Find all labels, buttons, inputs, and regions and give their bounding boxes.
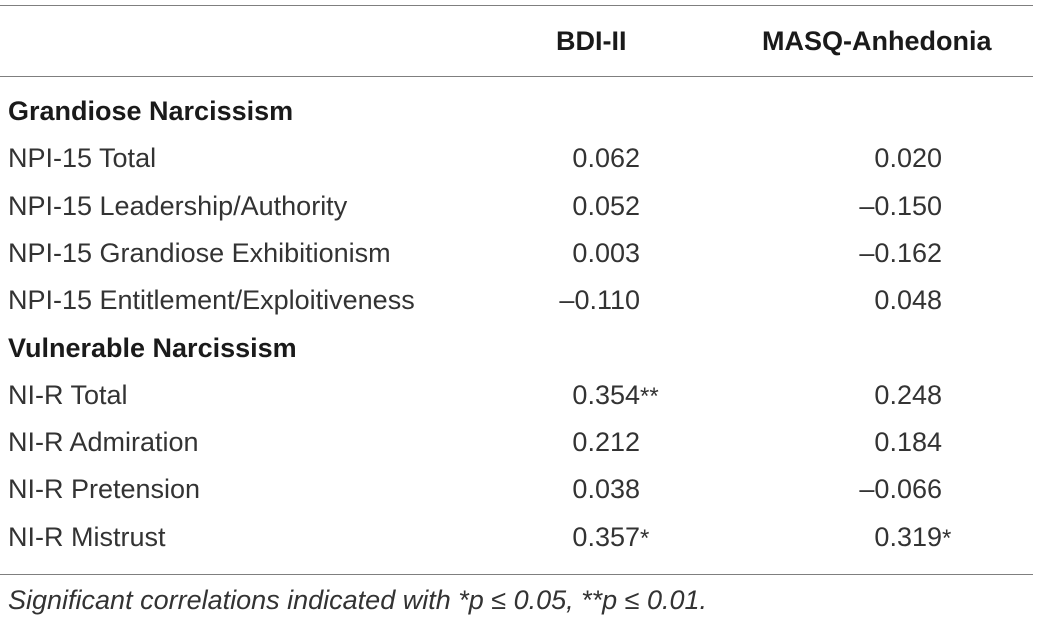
bdi-value-cell: 0.003 (572, 230, 640, 278)
masq-value-cell: –0.066 (859, 466, 942, 514)
masq-value-cell: 0.248 (874, 372, 942, 420)
masq-value: 0.020 (874, 143, 942, 174)
bdi-value-cell: 0.062 (572, 135, 640, 183)
masq-value: 0.319 (874, 521, 942, 552)
bdi-value: 0.354 (572, 379, 640, 410)
section-title: Vulnerable Narcissism (8, 332, 297, 363)
column-header-masq: MASQ-Anhedonia (762, 26, 992, 56)
bdi-value-cell: 0.038 (572, 466, 640, 514)
bdi-value: 0.038 (572, 474, 640, 505)
bdi-value: 0.212 (572, 427, 640, 458)
top-rule (0, 5, 1033, 6)
row-label: NPI-15 Entitlement/Exploitiveness (8, 285, 415, 316)
table-row: NPI-15 Entitlement/Exploitiveness –0.110 0… (0, 277, 1040, 324)
masq-value-cell: –0.162 (859, 230, 942, 278)
masq-value: –0.162 (859, 237, 942, 268)
masq-value: –0.150 (859, 190, 942, 221)
row-label: NI-R Total (8, 379, 128, 410)
row-label: NI-R Pretension (8, 474, 201, 505)
masq-significance-marker: * (942, 524, 952, 552)
table-row: NPI-15 Leadership/Authority 0.052 –0.150 (0, 183, 1040, 230)
row-label: NI-R Mistrust (8, 521, 166, 552)
section-title: Grandiose Narcissism (8, 96, 294, 126)
table-row: NPI-15 Total 0.062 0.020 (0, 135, 1040, 182)
bdi-value-cell: 0.212 (572, 419, 640, 467)
row-label: NI-R Admiration (8, 427, 199, 458)
table-row: NI-R Total 0.354** 0.248 (0, 372, 1040, 419)
bdi-value: 0.357 (572, 521, 640, 552)
header-rule (0, 76, 1033, 77)
row-label: NPI-15 Grandiose Exhibitionism (8, 237, 391, 268)
masq-value: 0.184 (874, 427, 942, 458)
column-header-bdi: BDI-II (556, 26, 627, 56)
row-label: NPI-15 Leadership/Authority (8, 190, 348, 221)
table-row: NI-R Pretension 0.038 –0.066 (0, 466, 1040, 513)
table-row: NPI-15 Grandiose Exhibitionism 0.003 –0.16… (0, 230, 1040, 277)
bdi-value: 0.052 (572, 190, 640, 221)
masq-value: 0.248 (874, 379, 942, 410)
masq-value-cell: –0.150 (859, 183, 942, 231)
bdi-value-cell: 0.052 (572, 183, 640, 231)
row-label: NPI-15 Total (8, 143, 157, 174)
bottom-rule (0, 574, 1033, 575)
table-row: NI-R Admiration 0.212 0.184 (0, 419, 1040, 466)
masq-value-cell: 0.020 (874, 135, 942, 183)
bdi-significance-marker: ** (640, 382, 659, 410)
bdi-value: 0.003 (572, 237, 640, 268)
masq-value-cell: 0.184 (874, 419, 942, 467)
bdi-significance-marker: * (640, 524, 650, 552)
masq-value: 0.048 (874, 285, 942, 316)
table-note: Significant correlations indicated with … (8, 585, 708, 615)
bdi-value: –0.110 (559, 285, 640, 316)
section-header-row: Grandiose Narcissism (0, 88, 1040, 135)
masq-value-cell: 0.048 (874, 277, 942, 325)
bdi-value-cell: –0.110 (559, 277, 640, 325)
bdi-value: 0.062 (572, 143, 640, 174)
section-header-row: Vulnerable Narcissism (0, 325, 1040, 372)
bdi-value-cell: 0.357* (572, 514, 649, 562)
bdi-value-cell: 0.354** (572, 372, 658, 420)
table-row: NI-R Mistrust 0.357* 0.319* (0, 514, 1040, 561)
masq-value: –0.066 (859, 474, 942, 505)
masq-value-cell: 0.319* (874, 514, 951, 562)
